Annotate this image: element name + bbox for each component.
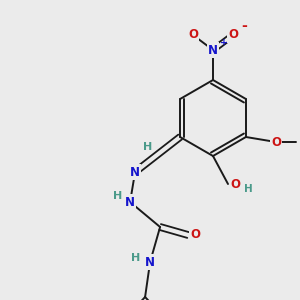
Text: N: N [145,256,155,268]
Text: O: O [230,178,240,190]
Text: N: N [130,166,140,178]
Text: O: O [228,28,238,41]
Text: O: O [190,229,200,242]
Text: -: - [241,19,247,33]
Text: N: N [125,196,135,208]
Text: +: + [220,38,228,47]
Text: O: O [188,28,198,41]
Text: H: H [131,253,141,263]
Text: H: H [113,191,123,201]
Text: H: H [143,142,152,152]
Text: N: N [208,44,218,56]
Text: H: H [244,184,253,194]
Text: O: O [271,136,281,148]
